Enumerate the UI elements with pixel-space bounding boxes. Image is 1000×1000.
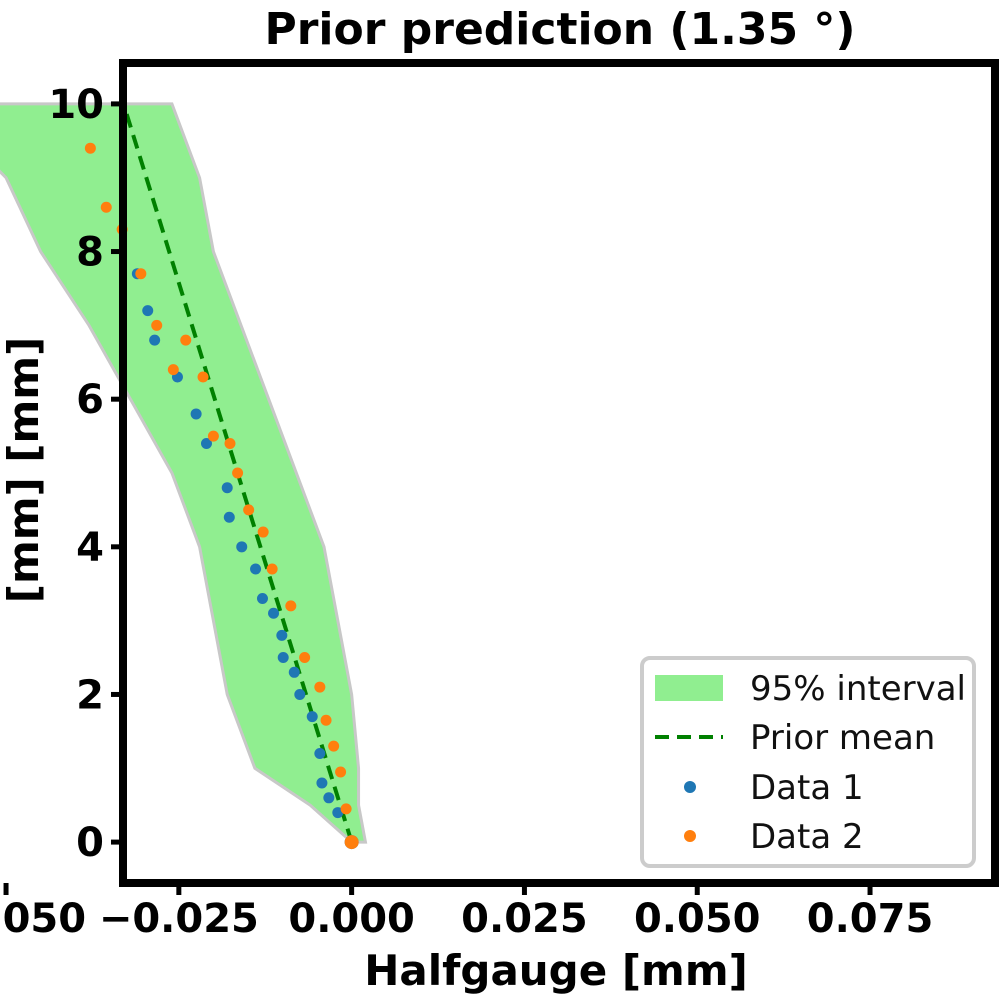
y-tick-label: 0: [76, 820, 104, 866]
data1-point: [149, 335, 160, 346]
data1-point: [257, 593, 268, 604]
data2-point: [335, 766, 346, 777]
data1-point: [314, 748, 325, 759]
data1-point: [323, 792, 334, 803]
data2-point: [345, 835, 359, 849]
y-tick-label: 4: [76, 525, 104, 571]
data2-point: [314, 682, 325, 693]
data2-point: [267, 563, 278, 574]
y-axis-label: [mm] [mm]: [0, 337, 48, 603]
data2-point: [168, 364, 179, 375]
data2-point: [321, 715, 332, 726]
data1-point: [294, 689, 305, 700]
legend-data1-marker: [684, 781, 696, 793]
data2-point: [328, 741, 339, 752]
y-tick-label: 8: [76, 230, 104, 276]
data2-point: [208, 431, 219, 442]
legend-data1-label: Data 1: [750, 768, 864, 808]
x-axis-label: Halfgauge [mm]: [364, 946, 748, 995]
legend-data2-marker: [684, 830, 696, 842]
data2-point: [258, 527, 269, 538]
legend: 95% interval Prior mean Data 1 Data 2: [642, 658, 974, 866]
data1-point: [276, 630, 287, 641]
x-tick-label: 0.075: [807, 896, 934, 942]
data1-point: [307, 711, 318, 722]
data1-point: [224, 512, 235, 523]
data1-point: [142, 305, 153, 316]
x-tick-label: −0.025: [99, 896, 259, 942]
y-tick-label: 2: [76, 672, 104, 718]
chart-title: Prior prediction (1.35 °): [264, 4, 855, 55]
x-tick-label: 0.000: [288, 896, 415, 942]
legend-data2-label: Data 2: [750, 817, 864, 857]
data2-point: [101, 202, 112, 213]
y-tick-label: 10: [48, 82, 104, 128]
data2-point: [151, 320, 162, 331]
legend-mean-label: Prior mean: [750, 718, 935, 758]
data1-point: [222, 482, 233, 493]
data2-point: [243, 504, 254, 515]
data2-point: [224, 438, 235, 449]
data2-point: [232, 468, 243, 479]
data2-point: [285, 600, 296, 611]
data2-point: [341, 803, 352, 814]
data2-point: [85, 143, 96, 154]
data1-point: [278, 652, 289, 663]
legend-interval-swatch: [655, 675, 723, 701]
data2-point: [135, 268, 146, 279]
x-tick-label: 0.025: [461, 896, 588, 942]
data2-point: [299, 652, 310, 663]
data2-point: [198, 372, 209, 383]
data2-point: [180, 335, 191, 346]
x-tick-label: −0.050: [0, 896, 86, 942]
data1-point: [268, 608, 279, 619]
y-tick-label: 6: [76, 377, 104, 423]
legend-interval-label: 95% interval: [750, 669, 966, 709]
data1-point: [289, 667, 300, 678]
data1-point: [250, 563, 261, 574]
x-tick-label: 0.050: [634, 896, 761, 942]
data1-point: [236, 541, 247, 552]
data1-point: [191, 408, 202, 419]
data1-point: [316, 778, 327, 789]
